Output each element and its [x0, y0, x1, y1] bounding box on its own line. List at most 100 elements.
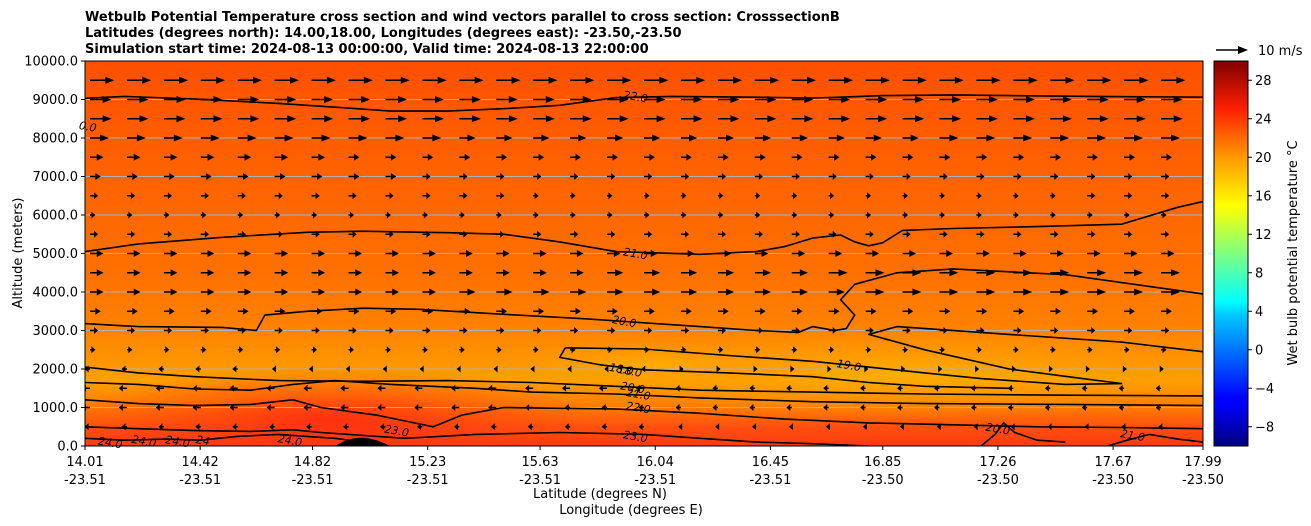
wind-vector-head — [133, 288, 141, 296]
wind-vector-head — [1088, 211, 1093, 219]
wind-vector-head — [693, 96, 703, 103]
wind-vector-head — [429, 250, 436, 257]
wind-vector-head — [756, 192, 761, 200]
wind-vector-head — [170, 269, 178, 277]
wind-vector-head — [204, 327, 209, 334]
wind-vector-head — [352, 327, 357, 334]
wind-vector-head — [467, 134, 476, 142]
wind-vector-head — [860, 404, 865, 411]
wind-vector-head — [649, 153, 655, 161]
wind-vector-head — [353, 307, 360, 315]
wind-vector-head — [578, 288, 587, 296]
wind-vector-head — [761, 250, 769, 257]
wind-vector-head — [613, 250, 621, 257]
wind-vector-head — [278, 327, 283, 334]
wind-vector-head — [96, 269, 104, 277]
wind-vector-head — [229, 384, 234, 392]
wind-vector-head — [724, 250, 732, 257]
x-tick-label-lon: -23.51 — [749, 473, 791, 488]
wind-vector-head — [340, 404, 345, 411]
contour-line-19 — [565, 325, 1203, 386]
wind-vector-head — [715, 423, 720, 431]
wind-vector-head — [349, 346, 354, 354]
wind-vector-head — [243, 307, 249, 315]
wind-vector-head — [954, 76, 964, 84]
wind-vector-head — [834, 153, 840, 161]
wind-vector-head — [244, 288, 252, 296]
wind-vector-head — [463, 192, 468, 200]
wind-vector-head — [899, 423, 904, 431]
wind-vector-head — [873, 134, 882, 142]
wind-vector-head — [1092, 153, 1098, 161]
wind-vector-head — [353, 173, 360, 180]
contour-lines — [85, 94, 1203, 446]
wind-vector-head — [949, 134, 959, 142]
wind-vector-head — [689, 288, 698, 296]
wind-vector-head — [1122, 365, 1127, 373]
wind-vector-head — [281, 288, 289, 296]
wind-vector-head — [1134, 269, 1144, 277]
x-tick-label-lat: 16.04 — [637, 455, 674, 470]
wind-vector-head — [167, 327, 172, 334]
wind-vector-head — [1051, 211, 1056, 219]
wind-vector-head — [318, 269, 326, 277]
wind-vector-head — [975, 365, 980, 373]
wind-vector-head — [645, 211, 650, 219]
wind-vector-head — [1018, 307, 1025, 315]
wind-vector-head — [934, 384, 939, 392]
x-axis-label-longitude: Longitude (degrees E) — [559, 503, 703, 518]
wind-vector-head — [678, 423, 683, 431]
wind-vector-head — [390, 153, 397, 161]
wind-vector-head — [102, 96, 112, 103]
x-axis-ticks: 14.01 -23.51 14.42 -23.51 14.82 -23.51 15.23 -2… — [64, 446, 1224, 488]
wind-vector-head — [192, 404, 197, 411]
wind-vector-head — [1155, 384, 1160, 392]
wind-vector-head — [1048, 365, 1053, 373]
wind-vector-head — [712, 404, 717, 411]
wind-vector-head — [615, 269, 624, 277]
wind-vector-head — [862, 423, 867, 431]
wind-vector-head — [130, 192, 136, 200]
wind-vector-head — [390, 307, 397, 315]
wind-vector-head — [1166, 153, 1172, 161]
contour-line-21 — [85, 379, 1203, 407]
x-tick-label-lon: -23.50 — [862, 473, 904, 488]
contour-line-24 — [85, 433, 378, 446]
wind-vector-head — [871, 153, 877, 161]
wind-vector-head — [130, 230, 136, 238]
y-tick-label: 0.0 — [57, 440, 78, 455]
wind-vector-head — [206, 173, 212, 180]
wind-vector-head — [843, 76, 853, 84]
wind-vector-head — [466, 269, 473, 277]
wind-vector-head — [1093, 250, 1101, 257]
wind-vector-head — [684, 173, 690, 180]
wind-vector-head — [271, 365, 276, 373]
wind-vector-head — [128, 346, 133, 354]
wind-vector-head — [723, 307, 729, 315]
wind-vector-head — [712, 384, 717, 392]
wind-vector-head — [906, 173, 911, 180]
wind-vector-head — [1097, 269, 1107, 277]
y-tick-label: 7000.0 — [33, 170, 79, 185]
wind-vector-head — [355, 269, 363, 277]
wind-vector-head — [85, 365, 89, 373]
wind-vector-head — [973, 423, 978, 431]
wind-vector-head — [429, 288, 436, 296]
colorbar-ticks: −8 −4 0 4 8 12 16 20 24 28 — [1248, 74, 1274, 435]
wind-vector-head — [838, 269, 848, 277]
wind-vector-head — [977, 211, 982, 219]
wind-vector-head — [903, 346, 908, 354]
wind-vector-head — [280, 307, 286, 315]
wind-vector-head — [1060, 269, 1070, 277]
wind-vector-head — [287, 96, 297, 103]
wind-vector-head — [497, 346, 502, 354]
wind-vector-head — [118, 384, 123, 392]
wind-vector-head — [464, 307, 471, 315]
wind-vector-head — [95, 307, 101, 315]
wind-vector-head — [601, 404, 606, 411]
wind-vector-head — [1020, 250, 1027, 257]
wind-vector-head — [244, 269, 252, 277]
wind-vector-head — [95, 173, 101, 180]
wind-vector-head — [790, 365, 795, 373]
wind-vector-head — [675, 384, 680, 392]
